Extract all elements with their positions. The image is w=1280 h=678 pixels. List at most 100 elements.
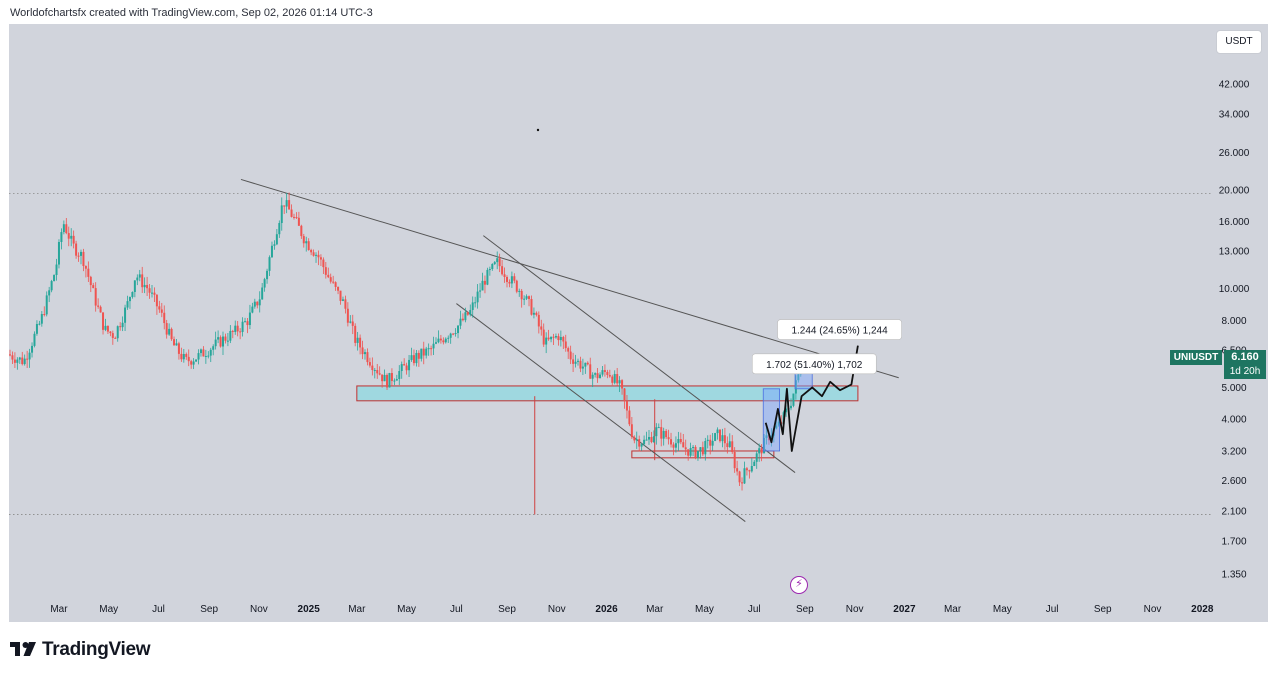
candle-body xyxy=(515,280,518,292)
candle-body xyxy=(40,314,43,324)
candle-body xyxy=(376,370,379,374)
chart-area[interactable]: 42.000 34.000 26.000 20.000 16.000 13.000 10.0… xyxy=(9,24,1268,622)
price-chart[interactable]: 42.000 34.000 26.000 20.000 16.000 13.000 10.0… xyxy=(9,24,1268,622)
candle xyxy=(557,333,560,346)
candle-body xyxy=(163,312,166,324)
candle-body xyxy=(371,365,374,371)
candle-body xyxy=(341,299,344,301)
projected-path xyxy=(764,345,859,452)
candle-body xyxy=(104,325,107,330)
currency-button[interactable]: USDT xyxy=(1216,30,1262,54)
candle-body xyxy=(567,348,570,352)
y-tick-label: 20.000 xyxy=(1219,185,1250,196)
candle xyxy=(50,279,53,293)
candle xyxy=(733,447,736,473)
candle xyxy=(652,430,655,444)
x-tick-label: Sep xyxy=(1094,604,1112,615)
candle-body xyxy=(124,307,127,323)
candle-body xyxy=(422,348,425,356)
candle xyxy=(317,250,320,266)
candle xyxy=(124,304,127,331)
candle-body xyxy=(212,346,215,350)
candle-body xyxy=(89,276,92,286)
lightning-icon[interactable]: ⚡ xyxy=(790,576,808,594)
candle xyxy=(128,296,131,309)
candle-body xyxy=(562,336,565,342)
candle-body xyxy=(696,450,699,458)
candle-body xyxy=(748,470,751,472)
candle xyxy=(638,435,641,452)
candle xyxy=(753,460,756,467)
candle xyxy=(750,458,753,473)
candle xyxy=(332,275,335,284)
candle xyxy=(706,435,709,449)
candle-body xyxy=(574,361,577,364)
candle-body xyxy=(21,357,24,365)
x-tick-label: May xyxy=(695,604,714,615)
candle xyxy=(398,365,401,386)
candle xyxy=(199,348,202,357)
candle-body xyxy=(239,331,242,333)
candle-body xyxy=(84,266,87,269)
candle-body xyxy=(789,405,792,409)
candle xyxy=(312,249,315,257)
candle xyxy=(459,310,462,330)
candle xyxy=(554,333,557,339)
candle-body xyxy=(16,359,19,363)
candle-body xyxy=(329,277,332,282)
candle-body xyxy=(694,446,697,458)
candle-body xyxy=(18,357,21,360)
candle-body xyxy=(777,421,780,426)
candle xyxy=(596,367,599,383)
tradingview-logo-icon[interactable] xyxy=(10,640,38,658)
candle-body xyxy=(217,337,220,340)
candle-body xyxy=(434,342,437,344)
candle-body xyxy=(121,322,124,328)
x-tick-label: Sep xyxy=(200,604,218,615)
candle-body xyxy=(594,373,597,375)
candle xyxy=(442,337,445,345)
candle xyxy=(755,451,758,469)
candle xyxy=(545,332,548,354)
measure-label-text: 1.244 (24.65%) 1,244 xyxy=(791,326,888,337)
candle-body xyxy=(508,281,511,284)
x-tick-label: Mar xyxy=(646,604,664,615)
candle-body xyxy=(119,326,122,328)
measure-label-text: 1.702 (51.40%) 1,702 xyxy=(766,360,863,371)
candle xyxy=(525,294,528,300)
candle xyxy=(552,333,555,345)
candle xyxy=(344,295,347,314)
candle-body xyxy=(128,297,131,302)
candle xyxy=(711,432,714,451)
candle-body xyxy=(165,323,168,335)
candle xyxy=(758,443,761,462)
candle-body xyxy=(114,337,117,339)
candle-body xyxy=(692,446,695,449)
candle-body xyxy=(185,354,188,357)
candle-body xyxy=(195,359,198,362)
candle-body xyxy=(50,281,53,291)
candle xyxy=(515,279,518,294)
candle-body xyxy=(192,361,195,365)
price-tag-symbol: UNIUSDT xyxy=(1170,350,1222,365)
candle-body xyxy=(535,312,538,315)
candle xyxy=(501,260,504,276)
candle xyxy=(496,251,499,270)
candle-body xyxy=(263,279,266,288)
candle xyxy=(601,365,604,377)
measure-label-box xyxy=(751,353,877,375)
candle-body xyxy=(679,439,682,443)
candle-body xyxy=(454,333,457,335)
candle xyxy=(765,427,768,445)
candle-body xyxy=(496,258,499,263)
candle-body xyxy=(689,448,692,456)
candle xyxy=(412,349,415,366)
y-tick-label: 42.000 xyxy=(1219,80,1250,91)
brand-name[interactable]: TradingView xyxy=(42,639,151,660)
candle xyxy=(160,302,163,318)
price-tag-countdown: 1d 20h xyxy=(1224,365,1266,379)
candle xyxy=(354,323,357,347)
candle xyxy=(576,358,579,366)
candle-body xyxy=(253,301,256,307)
candle-body xyxy=(738,471,741,483)
